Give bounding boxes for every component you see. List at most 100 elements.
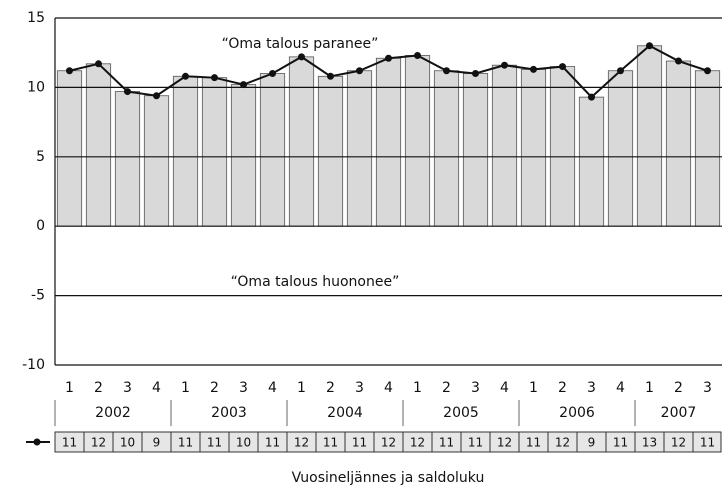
- bar: [520, 68, 547, 227]
- line-point: [588, 93, 595, 101]
- bar: [607, 70, 634, 227]
- bar: [259, 73, 286, 227]
- x-tick-label: 1: [181, 380, 190, 396]
- x-tick-label: 1: [65, 380, 74, 396]
- x-tick-label: 3: [587, 380, 596, 396]
- line-point: [356, 67, 363, 75]
- year-label: 2006: [559, 405, 595, 421]
- line-point: [182, 72, 189, 80]
- table-value: 11: [352, 436, 367, 450]
- x-tick-label: 4: [616, 380, 625, 396]
- bar: [346, 70, 373, 227]
- line-point: [95, 60, 102, 68]
- line-point: [501, 61, 508, 69]
- line-point: [414, 51, 421, 59]
- bar: [114, 91, 141, 227]
- year-label: 2002: [95, 405, 131, 421]
- table-value: 12: [294, 436, 309, 450]
- table-value: 11: [207, 436, 222, 450]
- y-tick-label: 0: [36, 218, 45, 234]
- table-value: 9: [588, 436, 596, 450]
- x-axis-title: Vuosineljännes ja saldoluku: [292, 470, 485, 486]
- table-value: 11: [323, 436, 338, 450]
- y-tick-label: -10: [22, 357, 45, 373]
- x-tick-label: 4: [384, 380, 393, 396]
- year-label: 2003: [211, 405, 247, 421]
- y-tick-label: -5: [31, 288, 45, 304]
- line-point: [298, 53, 305, 61]
- bar: [317, 75, 344, 227]
- table-value: 9: [153, 436, 161, 450]
- table-value: 11: [62, 436, 77, 450]
- table-value: 11: [700, 436, 715, 450]
- table-value: 11: [178, 436, 193, 450]
- x-tick-label: 2: [94, 380, 103, 396]
- bar: [230, 84, 257, 227]
- bar: [665, 60, 692, 227]
- bar: [694, 70, 721, 227]
- table-value: 12: [91, 436, 106, 450]
- annotation: “Oma talous huononee”: [231, 274, 400, 290]
- line-point: [704, 67, 711, 75]
- line-point: [617, 67, 624, 75]
- bar: [404, 55, 431, 227]
- line-point: [675, 57, 682, 65]
- line-point: [211, 74, 218, 82]
- table-value: 12: [555, 436, 570, 450]
- bar: [56, 70, 83, 227]
- line-point: [385, 54, 392, 62]
- x-tick-label: 1: [529, 380, 538, 396]
- table-value: 12: [381, 436, 396, 450]
- line-point: [530, 65, 537, 73]
- x-tick-label: 2: [442, 380, 451, 396]
- line-point: [443, 67, 450, 75]
- x-tick-label: 4: [152, 380, 161, 396]
- bar: [636, 45, 663, 227]
- table-value: 12: [497, 436, 512, 450]
- line-point: [559, 63, 566, 71]
- line-point: [269, 70, 276, 78]
- bar: [375, 57, 402, 227]
- x-tick-label: 3: [239, 380, 248, 396]
- table-value: 10: [120, 436, 135, 450]
- line-point: [66, 67, 73, 75]
- x-tick-label: 1: [645, 380, 654, 396]
- y-tick-label: 10: [27, 79, 45, 95]
- table-row: [54, 431, 722, 453]
- table-value: 11: [468, 436, 483, 450]
- x-tick-label: 3: [703, 380, 712, 396]
- bar: [549, 66, 576, 227]
- bar: [143, 95, 170, 227]
- x-tick-label: 2: [558, 380, 567, 396]
- x-tick-label: 1: [413, 380, 422, 396]
- year-label: 2005: [443, 405, 479, 421]
- x-tick-label: 2: [210, 380, 219, 396]
- x-tick-label: 3: [355, 380, 364, 396]
- x-tick-label: 4: [500, 380, 509, 396]
- bar: [578, 96, 605, 227]
- table-value: 12: [410, 436, 425, 450]
- table-value: 12: [671, 436, 686, 450]
- annotation: “Oma talous paranee”: [222, 36, 379, 52]
- line-point: [472, 70, 479, 78]
- line-point: [240, 81, 247, 89]
- line-point: [327, 72, 334, 80]
- x-tick-label: 4: [268, 380, 277, 396]
- table-value: 11: [613, 436, 628, 450]
- x-tick-label: 3: [123, 380, 132, 396]
- table-value: 11: [526, 436, 541, 450]
- year-label: 2007: [661, 405, 697, 421]
- bar: [462, 73, 489, 227]
- x-tick-label: 2: [326, 380, 335, 396]
- line-point: [153, 92, 160, 100]
- x-tick-label: 3: [471, 380, 480, 396]
- table-value: 10: [236, 436, 251, 450]
- bar: [491, 64, 518, 227]
- legend-marker: [33, 438, 41, 446]
- bar: [85, 63, 112, 227]
- line-point: [646, 42, 653, 50]
- bar: [288, 56, 315, 227]
- table-value: 11: [265, 436, 280, 450]
- table-value: 13: [642, 436, 657, 450]
